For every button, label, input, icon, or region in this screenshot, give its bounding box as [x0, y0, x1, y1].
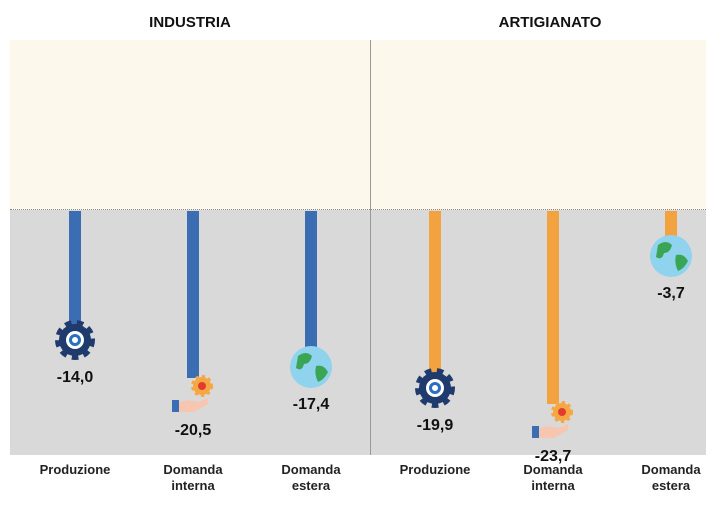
icon: [288, 344, 334, 390]
value-label: -3,7: [657, 284, 685, 302]
x-tick-label: Domanda interna: [523, 462, 583, 493]
x-tick-label: Domanda interna: [163, 462, 223, 493]
icon: [530, 396, 576, 442]
zero-line: [10, 209, 706, 210]
value-label: -14,0: [56, 368, 94, 386]
panel-title: INDUSTRIA: [149, 14, 231, 31]
bar: [665, 210, 677, 241]
value-label: -19,9: [416, 416, 454, 434]
icon: [170, 370, 216, 416]
icon: [412, 365, 458, 411]
value-label: -20,5: [174, 421, 212, 439]
bar: [429, 210, 441, 373]
x-tick-label: Produzione: [39, 462, 111, 477]
value-label: -17,4: [292, 396, 330, 414]
bar: [187, 210, 199, 378]
panel-divider: [370, 40, 371, 455]
value-label: -23,7: [534, 447, 572, 465]
x-tick-label: Produzione: [399, 462, 471, 477]
icon: [52, 317, 98, 363]
panel-title: ARTIGIANATO: [498, 14, 602, 31]
bar: [69, 210, 81, 325]
icon: [648, 233, 694, 279]
x-tick-label: Domanda estera: [641, 462, 701, 493]
x-tick-label: Domanda estera: [281, 462, 341, 493]
bar: [305, 210, 317, 353]
bar: [547, 210, 559, 404]
negative-area: [10, 210, 706, 455]
positive-area: [10, 40, 706, 210]
